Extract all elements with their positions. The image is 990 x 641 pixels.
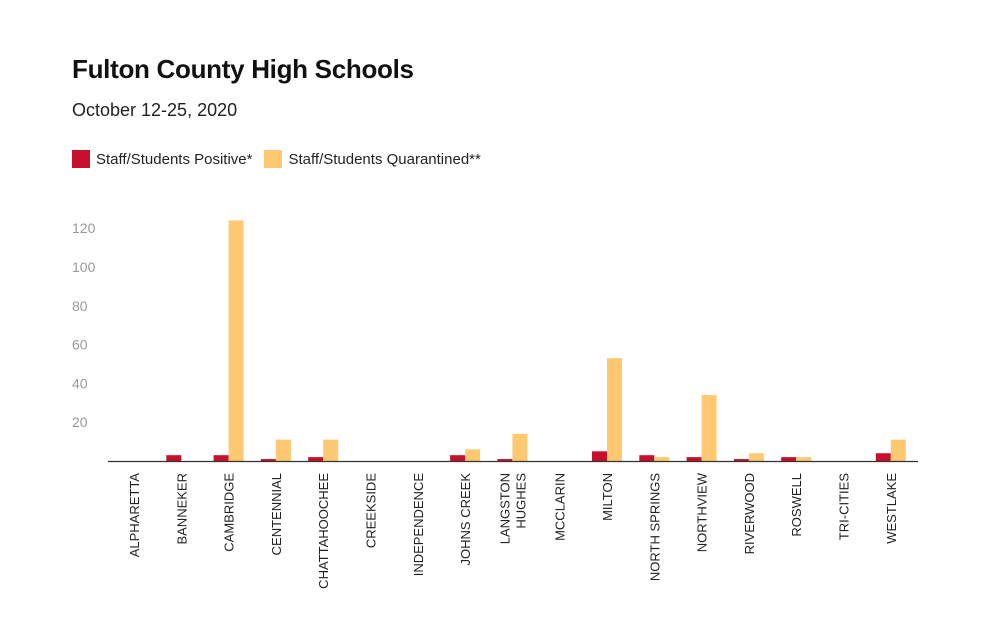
x-tick-label-line: HUGHES: [513, 473, 528, 529]
x-tick-label: ALPHARETTA: [127, 473, 142, 558]
bar-positive: [875, 453, 891, 461]
bar-positive: [213, 455, 229, 461]
x-tick-label: JOHNS CREEK: [458, 473, 473, 566]
x-tick-label: LANGSTON HUGHES: [497, 473, 528, 545]
y-tick-label: 60: [72, 337, 88, 353]
legend-label-quarantined: Staff/Students Quarantined**: [288, 150, 481, 168]
y-tick-label: 80: [72, 298, 88, 314]
bar-quarantined: [748, 453, 764, 461]
bar-quarantined: [512, 433, 528, 461]
bar-positive: [781, 457, 797, 461]
bar-quarantined: [890, 439, 906, 461]
x-tick-label-line: NORTHVIEW: [695, 472, 710, 552]
x-tick-label: WESTLAKE: [884, 473, 899, 544]
bar-quarantined: [465, 449, 481, 461]
x-tick-label: NORTH SPRINGS: [647, 473, 662, 581]
bar-quarantined: [701, 395, 717, 461]
legend-item-quarantined: Staff/Students Quarantined**: [264, 150, 481, 168]
x-tick-label: CREEKSIDE: [364, 473, 379, 548]
bar-quarantined: [228, 220, 244, 461]
x-tick-label-line: ALPHARETTA: [127, 473, 142, 558]
y-tick-label: 20: [72, 414, 88, 430]
x-tick-label-line: BANNEKER: [174, 473, 189, 545]
y-tick-label: 40: [72, 375, 88, 391]
bar-quarantined: [275, 439, 291, 461]
x-tick-label: CENTENNIAL: [269, 473, 284, 555]
x-tick-label: INDEPENDENCE: [411, 473, 426, 577]
x-tick-label-line: INDEPENDENCE: [411, 473, 426, 577]
chart-title: Fulton County High Schools: [72, 54, 414, 84]
x-tick-label-line: NORTH SPRINGS: [647, 473, 662, 581]
bar-positive: [639, 455, 655, 461]
x-tick-label-line: LANGSTON: [497, 473, 512, 544]
x-tick-label-line: CHATTAHOOCHEE: [316, 473, 331, 589]
x-tick-label-line: JOHNS CREEK: [458, 473, 473, 566]
x-tick-label: TRI-CITIES: [837, 473, 852, 540]
x-tick-label: CHATTAHOOCHEE: [316, 473, 331, 589]
bar-positive: [733, 459, 749, 461]
legend-swatch-quarantined: [264, 150, 283, 168]
bar-positive: [450, 455, 466, 461]
x-tick-label: MILTON: [600, 473, 615, 521]
x-tick-label-line: ROSWELL: [789, 473, 804, 537]
x-tick-label-line: TRI-CITIES: [837, 473, 852, 540]
chart-subtitle: October 12-25, 2020: [72, 100, 238, 120]
x-tick-label-line: MILTON: [600, 473, 615, 521]
bar-positive: [308, 457, 324, 461]
bar-quarantined: [607, 358, 622, 461]
x-tick-label-line: CAMBRIDGE: [222, 473, 237, 552]
legend-swatch-positive: [72, 150, 90, 168]
bar-positive: [497, 459, 513, 461]
y-tick-label: 120: [72, 220, 96, 236]
legend-label-positive: Staff/Students Positive*: [96, 150, 253, 168]
bar-positive: [686, 457, 702, 461]
x-tick-label: CAMBRIDGE: [222, 473, 237, 552]
x-tick-label-line: CREEKSIDE: [364, 473, 379, 548]
x-tick-label-line: WESTLAKE: [884, 473, 899, 544]
x-tick-label: BANNEKER: [174, 473, 189, 545]
bar-quarantined: [654, 457, 670, 461]
x-tick-label: MCCLARIN: [553, 473, 568, 541]
x-tick-label: RIVERWOOD: [742, 473, 757, 554]
bar-positive: [592, 451, 607, 461]
bar-positive: [166, 455, 182, 461]
legend-item-positive: Staff/Students Positive*: [72, 150, 252, 168]
bar-quarantined: [796, 457, 812, 461]
x-tick-label-line: MCCLARIN: [553, 473, 568, 541]
x-tick-label: NORTHVIEW: [695, 472, 710, 552]
x-tick-label: ROSWELL: [789, 473, 804, 537]
x-tick-label-line: RIVERWOOD: [742, 473, 757, 554]
x-tick-label-line: CENTENNIAL: [269, 473, 284, 555]
y-tick-label: 100: [72, 259, 96, 275]
legend: Staff/Students Positive* Staff/Students …: [72, 150, 493, 168]
bar-positive: [260, 459, 276, 461]
bar-quarantined: [323, 439, 339, 461]
